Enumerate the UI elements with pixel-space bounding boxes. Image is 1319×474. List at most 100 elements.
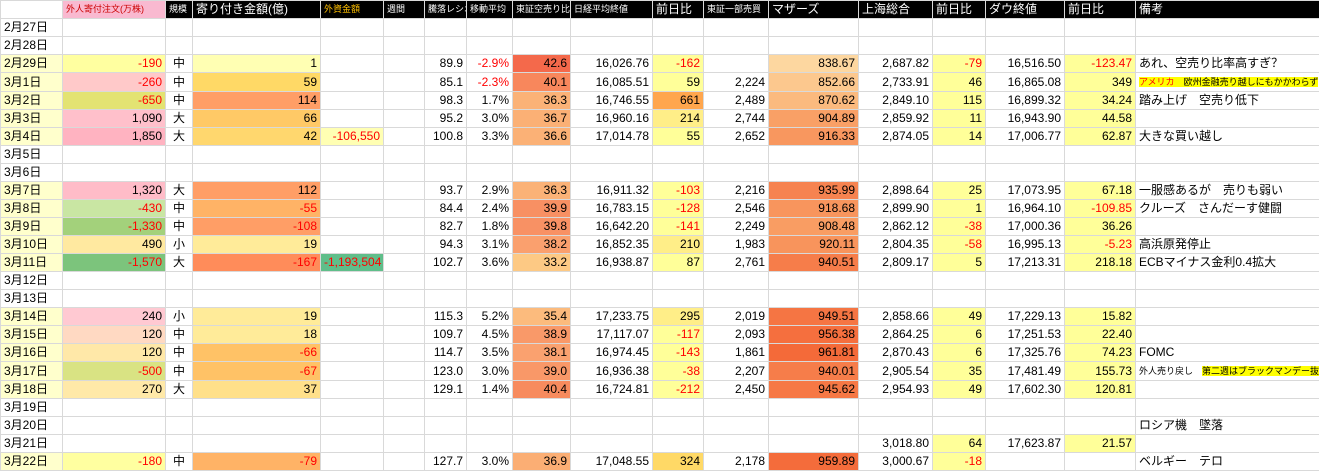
cell-remarks[interactable]	[1135, 325, 1319, 344]
cell-foreign-amount[interactable]	[320, 91, 384, 110]
header-dow-close[interactable]: ダウ終値	[985, 0, 1065, 19]
cell-dow-close[interactable]: 16,964.10	[985, 199, 1065, 218]
cell-size[interactable]: 大	[165, 380, 193, 399]
cell-size[interactable]	[165, 36, 193, 55]
cell-weekly[interactable]	[383, 145, 425, 164]
cell-remarks[interactable]: 大きな買い越し	[1135, 127, 1319, 146]
cell-shanghai[interactable]: 2,859.92	[858, 109, 933, 128]
cell-tse-first-volume[interactable]: 2,224	[703, 72, 769, 92]
cell-opening-amount[interactable]	[192, 289, 321, 308]
cell-remarks[interactable]	[1135, 434, 1319, 453]
cell-shanghai[interactable]: 2,874.05	[858, 127, 933, 146]
cell-shanghai[interactable]	[858, 416, 933, 435]
cell-shanghai[interactable]: 3,018.80	[858, 434, 933, 453]
cell-updown-ratio[interactable]: 85.1	[424, 72, 467, 92]
cell-dow-change[interactable]: 36.26	[1064, 217, 1136, 236]
cell-nikkei-change[interactable]: -141	[652, 217, 704, 236]
cell-size[interactable]: 中	[165, 91, 193, 110]
cell-foreign-orders[interactable]: 240	[62, 307, 166, 326]
cell-remarks[interactable]	[1135, 163, 1319, 182]
cell-mothers[interactable]	[768, 289, 859, 308]
cell-foreign-orders[interactable]	[62, 289, 166, 308]
cell-short-sell-ratio[interactable]: 36.6	[512, 127, 571, 146]
cell-foreign-orders[interactable]	[62, 271, 166, 290]
cell-nikkei-change[interactable]: -38	[652, 361, 704, 381]
cell-foreign-orders[interactable]	[62, 416, 166, 435]
cell-opening-amount[interactable]: 37	[192, 380, 321, 399]
cell-dow-change[interactable]	[1064, 145, 1136, 164]
cell-updown-ratio[interactable]: 127.7	[424, 452, 467, 471]
cell-nikkei-change[interactable]	[652, 18, 704, 37]
header-short-sell-ratio[interactable]: 東証空売り比率	[512, 0, 571, 19]
cell-dow-close[interactable]	[985, 398, 1065, 417]
cell-remarks[interactable]	[1135, 145, 1319, 164]
cell-nikkei-close[interactable]	[570, 145, 653, 164]
cell-updown-ratio[interactable]: 123.0	[424, 361, 467, 381]
cell-short-sell-ratio[interactable]: 36.3	[512, 91, 571, 110]
cell-mothers[interactable]: 904.89	[768, 109, 859, 128]
cell-opening-amount[interactable]: 19	[192, 307, 321, 326]
cell-size[interactable]: 中	[165, 217, 193, 236]
cell-size[interactable]: 小	[165, 235, 193, 254]
header-remarks[interactable]: 備考	[1135, 0, 1319, 19]
cell-foreign-amount[interactable]	[320, 72, 384, 92]
cell-updown-ratio[interactable]	[424, 36, 467, 55]
cell-shanghai-change[interactable]: 5	[932, 253, 986, 272]
cell-foreign-amount[interactable]	[320, 289, 384, 308]
cell-dow-close[interactable]: 17,251.53	[985, 325, 1065, 344]
cell-short-sell-ratio[interactable]	[512, 163, 571, 182]
cell-size[interactable]	[165, 416, 193, 435]
cell-size[interactable]	[165, 398, 193, 417]
cell-remarks[interactable]: FOMC	[1135, 343, 1319, 362]
cell-nikkei-close[interactable]: 16,642.20	[570, 217, 653, 236]
cell-dow-change[interactable]: 120.81	[1064, 380, 1136, 399]
cell-mothers[interactable]: 961.81	[768, 343, 859, 362]
cell-dow-close[interactable]	[985, 18, 1065, 37]
cell-size[interactable]	[165, 163, 193, 182]
cell-shanghai[interactable]: 2,687.82	[858, 54, 933, 73]
cell-shanghai-change[interactable]	[932, 289, 986, 308]
cell-foreign-amount[interactable]: -106,550	[320, 127, 384, 146]
cell-mothers[interactable]: 870.62	[768, 91, 859, 110]
cell-nikkei-close[interactable]: 16,911.32	[570, 181, 653, 200]
cell-moving-average[interactable]: -2.9%	[466, 54, 513, 73]
cell-foreign-amount[interactable]	[320, 434, 384, 453]
cell-weekly[interactable]	[383, 18, 425, 37]
cell-tse-first-volume[interactable]: 2,019	[703, 307, 769, 326]
cell-foreign-amount[interactable]	[320, 271, 384, 290]
cell-tse-first-volume[interactable]: 1,983	[703, 235, 769, 254]
cell-opening-amount[interactable]	[192, 36, 321, 55]
cell-moving-average[interactable]: 3.3%	[466, 127, 513, 146]
cell-shanghai-change[interactable]	[932, 18, 986, 37]
cell-opening-amount[interactable]	[192, 416, 321, 435]
cell-moving-average[interactable]	[466, 398, 513, 417]
cell-foreign-amount[interactable]	[320, 235, 384, 254]
cell-dow-change[interactable]: 155.73	[1064, 361, 1136, 381]
cell-moving-average[interactable]	[466, 416, 513, 435]
cell-nikkei-change[interactable]: 210	[652, 235, 704, 254]
cell-date[interactable]: 3月16日	[0, 343, 63, 362]
cell-weekly[interactable]	[383, 416, 425, 435]
cell-tse-first-volume[interactable]: 2,450	[703, 380, 769, 399]
cell-opening-amount[interactable]: 66	[192, 109, 321, 128]
cell-tse-first-volume[interactable]	[703, 54, 769, 73]
cell-weekly[interactable]	[383, 91, 425, 110]
cell-shanghai-change[interactable]: 6	[932, 325, 986, 344]
cell-weekly[interactable]	[383, 271, 425, 290]
cell-shanghai-change[interactable]	[932, 398, 986, 417]
cell-moving-average[interactable]: 2.9%	[466, 181, 513, 200]
cell-dow-close[interactable]: 16,943.90	[985, 109, 1065, 128]
cell-tse-first-volume[interactable]	[703, 145, 769, 164]
cell-shanghai-change[interactable]	[932, 271, 986, 290]
cell-weekly[interactable]	[383, 109, 425, 128]
cell-weekly[interactable]	[383, 398, 425, 417]
cell-updown-ratio[interactable]	[424, 18, 467, 37]
cell-opening-amount[interactable]: 114	[192, 91, 321, 110]
cell-dow-change[interactable]: 74.23	[1064, 343, 1136, 362]
cell-nikkei-close[interactable]	[570, 18, 653, 37]
cell-updown-ratio[interactable]: 100.8	[424, 127, 467, 146]
cell-mothers[interactable]: 852.66	[768, 72, 859, 92]
cell-weekly[interactable]	[383, 72, 425, 92]
cell-nikkei-close[interactable]: 16,974.45	[570, 343, 653, 362]
cell-foreign-orders[interactable]: -430	[62, 199, 166, 218]
